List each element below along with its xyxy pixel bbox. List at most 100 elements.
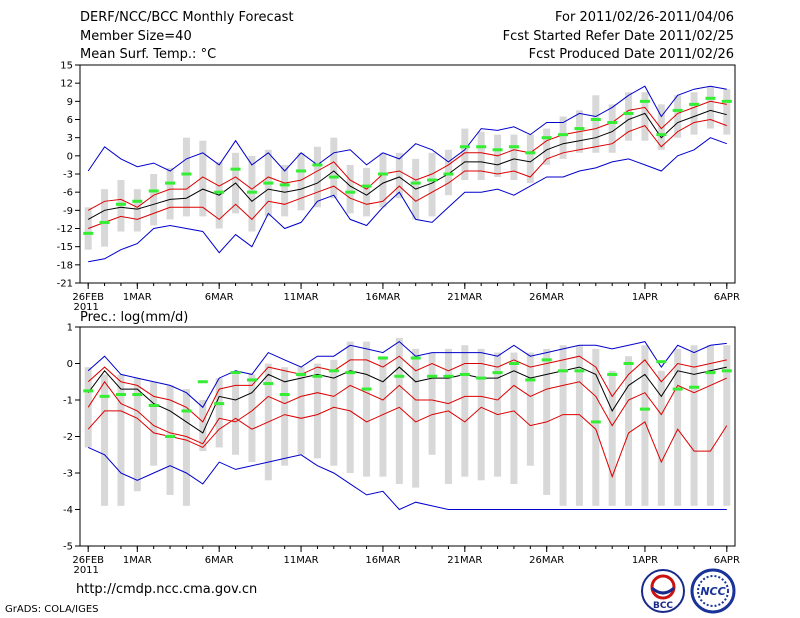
precip-observed-32	[607, 372, 618, 376]
temp-xtick-label-7: 1APR	[632, 292, 658, 303]
precip-observed-10	[246, 378, 257, 382]
temp-ytick-label-6: 6	[67, 115, 73, 126]
precip-observed-0	[83, 389, 94, 393]
temp-ytick-label--3: -3	[63, 170, 73, 181]
precip-xtick-label-0-year: 2011	[73, 565, 98, 576]
precip-bar-30	[575, 345, 583, 506]
precip-bar-4	[150, 381, 158, 466]
precip-xtick-label-7: 1APR	[632, 555, 658, 566]
precip-bar-22	[444, 348, 452, 484]
temp-bar-14	[313, 146, 321, 208]
temp-observed-12	[279, 183, 290, 187]
precip-bar-26	[510, 352, 518, 484]
member-size: Member Size=40	[80, 29, 192, 44]
temp-bar-22	[444, 149, 452, 196]
temp-bar-24	[477, 131, 485, 181]
precip-observed-7	[197, 380, 208, 384]
precip-xtick-label-8: 6APR	[714, 555, 740, 566]
precip-observed-38	[705, 371, 716, 375]
temp-bar-38	[706, 86, 714, 129]
precip-observed-26	[508, 362, 519, 365]
precip-observed-2	[115, 393, 126, 397]
precip-observed-35	[656, 360, 667, 364]
precip-observed-28	[541, 358, 552, 362]
precip-observed-24	[476, 376, 487, 380]
precip-observed-12	[279, 393, 290, 397]
temp-observed-37	[689, 102, 700, 106]
precip-xtick-label-4: 16MAR	[365, 555, 400, 566]
temp-bar-15	[330, 137, 338, 199]
temp-xtick-label-1: 1MAR	[123, 292, 152, 303]
temp-bar-34	[641, 92, 649, 141]
temp-observed-17	[361, 184, 372, 188]
temp-ytick-label--18: -18	[57, 260, 73, 271]
precip-observed-39	[721, 369, 732, 373]
temp-observed-3	[132, 199, 143, 203]
temp-observed-10	[246, 190, 257, 194]
temp-observed-38	[705, 96, 716, 100]
precip-line-min	[87, 446, 727, 511]
precip-frame	[79, 326, 736, 547]
precip-line-mean	[87, 366, 727, 434]
precip-bar-2	[117, 374, 125, 506]
temp-bar-35	[657, 104, 665, 150]
temp-ytick-label-3: 3	[67, 133, 73, 144]
precip-ytick-label-1: 1	[67, 323, 73, 334]
temp-xtick-label-8: 6APR	[714, 292, 740, 303]
precip-observed-29	[558, 369, 569, 373]
precip-xtick-label-5: 21MAR	[447, 555, 482, 566]
temp-bar-6	[182, 137, 190, 217]
temp-ytick-label-12: 12	[60, 79, 73, 90]
temp-bar-26	[510, 134, 518, 181]
precip-bar-8	[215, 378, 223, 448]
precip-observed-36	[672, 387, 683, 391]
precip-bar-9	[232, 374, 240, 455]
precip-bar-16	[346, 341, 354, 473]
temp-observed-9	[230, 167, 241, 171]
temp-observed-27	[525, 151, 536, 155]
temp-observed-16	[345, 190, 356, 194]
precip-xtick-label-1: 1MAR	[123, 555, 152, 566]
precip-bar-27	[526, 352, 534, 466]
variable-label: Mean Surf. Temp.: °C	[80, 47, 217, 62]
precip-bar-6	[182, 389, 190, 506]
precip-bar-5	[166, 385, 174, 495]
precip-xtick-label-6: 26MAR	[529, 555, 564, 566]
precip-bar-15	[330, 359, 338, 466]
temp-bar-2	[117, 180, 125, 232]
temp-observed-11	[263, 181, 274, 185]
precip-observed-34	[639, 407, 650, 411]
precip-observed-33	[623, 362, 634, 365]
precip-bar-12	[281, 367, 289, 466]
precip-bar-36	[674, 348, 682, 506]
precip-bar-37	[690, 345, 698, 506]
temp-observed-1	[99, 220, 110, 224]
temp-observed-31	[590, 118, 601, 121]
source-url[interactable]: http://cmdp.ncc.cma.gov.cn	[76, 582, 258, 597]
temp-observed-34	[639, 99, 650, 103]
precip-observed-3	[132, 393, 143, 397]
precip-observed-25	[492, 371, 503, 375]
temp-bar-0	[84, 207, 92, 250]
bcc-logo-text: BCC	[653, 601, 673, 611]
temp-xtick-label-4: 16MAR	[365, 292, 400, 303]
temp-bar-21	[428, 152, 436, 217]
precip-line-lower	[87, 377, 728, 445]
precip-observed-20	[410, 356, 421, 360]
precip-ytick-label--5: -5	[63, 542, 73, 553]
precip-observed-13	[296, 372, 307, 376]
temp-ytick-label-0: 0	[67, 151, 73, 162]
precip-observed-6	[181, 409, 192, 413]
precip-bar-32	[608, 370, 616, 506]
temp-frame	[79, 64, 736, 284]
precip-observed-22	[443, 374, 454, 378]
temp-bar-7	[199, 140, 207, 217]
precip-observed-8	[214, 402, 225, 406]
precip-ytick-label--4: -4	[63, 505, 73, 516]
precip-bar-7	[199, 400, 207, 452]
precip-bar-3	[133, 378, 141, 492]
precip-observed-16	[345, 371, 356, 375]
precip-bar-10	[248, 374, 256, 463]
precip-bar-19	[395, 337, 403, 484]
